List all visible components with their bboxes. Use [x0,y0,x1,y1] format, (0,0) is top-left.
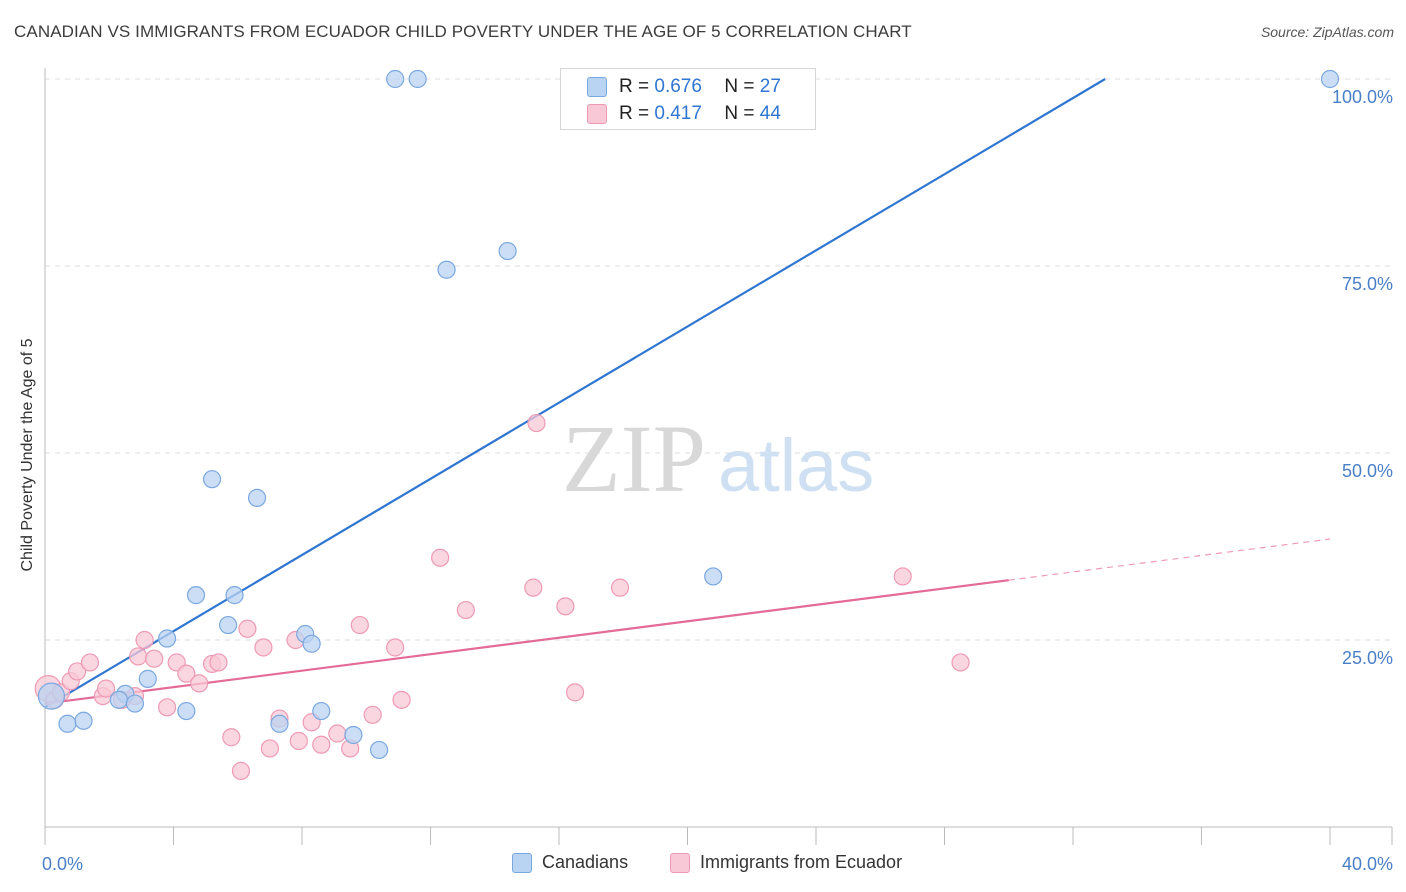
legend-swatch-ecuador [587,104,607,124]
point-ecuador [610,578,630,597]
legend-swatch-ecuador [670,852,690,873]
point-canadians [386,69,405,89]
point-ecuador [565,683,585,702]
point-canadians [498,241,517,261]
point-canadians [186,586,206,605]
legend-r-value: 0.676 [654,76,702,97]
point-ecuador [157,698,177,717]
point-canadians [219,615,238,635]
legend-swatch-canadians [587,77,607,97]
point-canadians [138,669,157,688]
legend-item-ecuador[interactable]: Immigrants from Ecuador [670,852,902,873]
y-tick-label: 75.0% [1342,274,1393,294]
legend-label-canadians: Canadians [542,852,629,872]
point-canadians [270,714,289,733]
source-label: Source: ZipAtlas.com [1260,24,1394,40]
point-canadians [202,470,222,489]
point-ecuador [392,690,411,709]
point-ecuador [68,662,87,681]
point-ecuador [456,600,475,620]
point-ecuador [363,705,382,724]
point-ecuador [190,674,209,693]
watermark: ZIP atlas [562,405,874,512]
legend-row-canadians: R = 0.676 N = 27 [587,75,781,99]
point-ecuador [350,615,369,635]
point-ecuador [524,578,543,597]
point-ecuador [431,548,450,567]
legend-bottom: Canadians Immigrants from Ecuador [0,852,1406,878]
legend-row-ecuador: R = 0.417 N = 44 [587,102,781,126]
legend-n-label: N = [724,76,760,97]
legend-r-label: R = [619,103,655,124]
point-canadians [177,701,196,721]
point-ecuador [328,724,347,743]
point-canadians [437,260,456,279]
legend-n-value: 27 [759,76,781,97]
point-ecuador [222,728,241,747]
point-ecuador [527,413,546,433]
point-ecuador [386,638,405,657]
point-canadians [157,629,177,648]
legend-r-value: 0.417 [654,103,702,124]
legend-r-label: R = [619,76,655,97]
point-canadians [247,488,267,507]
point-ecuador [893,567,912,586]
point-ecuador [177,664,196,683]
y-tick-label: 100.0% [1332,87,1393,107]
point-canadians [312,701,331,721]
point-ecuador [289,731,308,751]
trend-lines [44,78,1331,709]
point-ecuador [80,653,100,672]
point-canadians [344,725,363,745]
point-ecuador [209,653,228,672]
legend-top: R = 0.676 N = 27 R = 0.417 N = 44 [560,68,816,130]
point-ecuador [254,638,273,657]
point-canadians [125,694,145,713]
x-tick-label: 0.0% [42,854,83,874]
tick-labels: 25.0% 50.0% 75.0% 100.0% 0.0% 40.0% [42,87,1393,874]
point-ecuador [260,739,279,758]
point-canadians [225,586,244,605]
point-canadians [370,740,389,760]
point-ecuador [951,653,970,672]
point-ecuador [96,679,116,698]
point-ecuador [129,647,148,666]
legend-n-value: 44 [759,103,781,124]
point-canadians [704,567,723,586]
legend-n-label: N = [724,103,760,124]
point-canadians [1320,69,1340,89]
point-canadians [109,690,128,709]
gridlines [45,78,1392,641]
point-ecuador [135,630,154,650]
data-points [34,69,1340,781]
point-canadians [37,682,66,710]
point-ecuador [238,619,257,638]
trend-line-canadians [44,78,1106,709]
point-canadians [74,711,93,730]
chart-title: CANADIAN VS IMMIGRANTS FROM ECUADOR CHIL… [14,22,912,41]
point-canadians [408,69,427,89]
point-ecuador [556,597,575,616]
x-tick-label: 40.0% [1342,854,1393,874]
axes [44,68,1393,845]
watermark-zip: ZIP [562,405,706,512]
point-ecuador [312,735,331,754]
point-ecuador [145,649,164,668]
point-canadians [58,714,77,733]
watermark-atlas: atlas [718,424,874,507]
legend-item-canadians[interactable]: Canadians [512,852,628,873]
point-ecuador [231,761,251,781]
point-canadians [302,634,321,653]
trend-line-ecuador-extension [1008,538,1331,581]
y-tick-label: 50.0% [1342,461,1393,481]
legend-swatch-canadians [512,852,532,873]
y-tick-label: 25.0% [1342,648,1393,668]
legend-label-ecuador: Immigrants from Ecuador [700,852,903,872]
